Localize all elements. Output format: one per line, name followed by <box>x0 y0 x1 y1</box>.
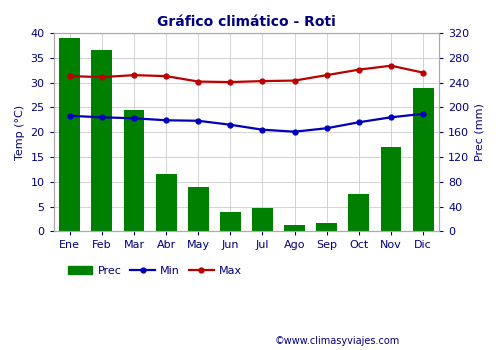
Bar <box>124 110 144 231</box>
Max <box>324 73 330 77</box>
Bar <box>188 187 208 231</box>
Max <box>292 78 298 83</box>
Y-axis label: Temp (°C): Temp (°C) <box>15 105 25 160</box>
Min <box>260 128 266 132</box>
Bar <box>60 38 80 231</box>
Min <box>196 119 202 123</box>
Max <box>228 80 234 84</box>
Y-axis label: Prec (mm): Prec (mm) <box>475 103 485 161</box>
Text: ©www.climasyviajes.com: ©www.climasyviajes.com <box>275 336 400 346</box>
Max <box>196 79 202 84</box>
Min <box>292 130 298 134</box>
Min <box>324 126 330 130</box>
Bar <box>92 50 112 231</box>
Bar <box>412 88 434 231</box>
Max <box>67 74 73 78</box>
Max <box>99 75 105 79</box>
Bar <box>348 194 370 231</box>
Min <box>356 120 362 124</box>
Bar <box>220 212 241 231</box>
Min <box>99 115 105 119</box>
Min <box>228 122 234 127</box>
Max <box>260 79 266 83</box>
Line: Max: Max <box>68 63 426 84</box>
Min <box>388 115 394 119</box>
Bar <box>316 223 337 231</box>
Min <box>131 116 137 120</box>
Bar <box>156 174 176 231</box>
Min <box>67 114 73 118</box>
Max <box>420 71 426 75</box>
Min <box>420 112 426 116</box>
Line: Min: Min <box>68 111 426 134</box>
Bar <box>252 209 273 231</box>
Min <box>163 118 169 122</box>
Bar <box>284 225 305 231</box>
Max <box>388 64 394 68</box>
Title: Gráfico climático - Roti: Gráfico climático - Roti <box>157 15 336 29</box>
Legend: Prec, Min, Max: Prec, Min, Max <box>63 261 246 280</box>
Max <box>356 68 362 72</box>
Max <box>163 74 169 78</box>
Bar <box>380 147 402 231</box>
Max <box>131 73 137 77</box>
